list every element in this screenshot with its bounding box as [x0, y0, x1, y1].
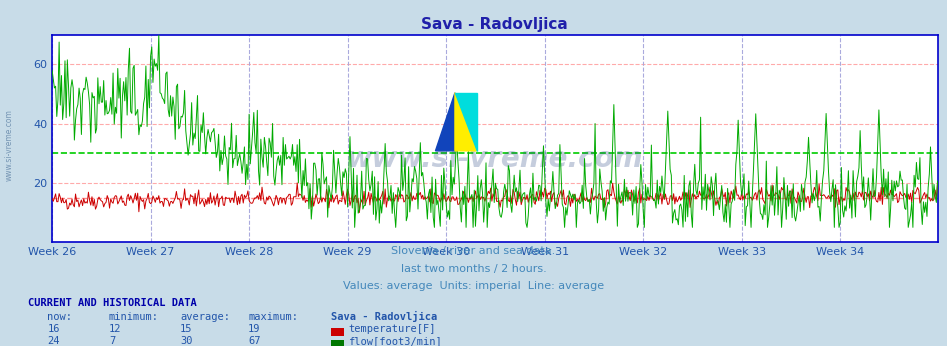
Text: average:: average: [180, 312, 230, 322]
Title: Sava - Radovljica: Sava - Radovljica [421, 17, 568, 32]
Text: now:: now: [47, 312, 72, 322]
Text: 12: 12 [109, 324, 121, 334]
Text: 19: 19 [248, 324, 260, 334]
Polygon shape [455, 93, 477, 151]
Text: minimum:: minimum: [109, 312, 159, 322]
Text: CURRENT AND HISTORICAL DATA: CURRENT AND HISTORICAL DATA [28, 298, 197, 308]
Text: 7: 7 [109, 336, 116, 346]
Text: 24: 24 [47, 336, 60, 346]
Text: last two months / 2 hours.: last two months / 2 hours. [401, 264, 546, 274]
Text: www.si-vreme.com: www.si-vreme.com [5, 109, 14, 181]
Text: flow[foot3/min]: flow[foot3/min] [348, 336, 442, 346]
Text: Sava - Radovljica: Sava - Radovljica [331, 311, 438, 322]
Text: www.si-vreme.com: www.si-vreme.com [347, 145, 643, 173]
Text: Slovenia / river and sea data.: Slovenia / river and sea data. [391, 246, 556, 256]
Text: maximum:: maximum: [248, 312, 298, 322]
Text: temperature[F]: temperature[F] [348, 324, 436, 334]
Text: Values: average  Units: imperial  Line: average: Values: average Units: imperial Line: av… [343, 281, 604, 291]
Text: 16: 16 [47, 324, 60, 334]
Text: 30: 30 [180, 336, 192, 346]
Text: 15: 15 [180, 324, 192, 334]
Polygon shape [436, 93, 455, 151]
Polygon shape [455, 93, 477, 151]
Text: 67: 67 [248, 336, 260, 346]
